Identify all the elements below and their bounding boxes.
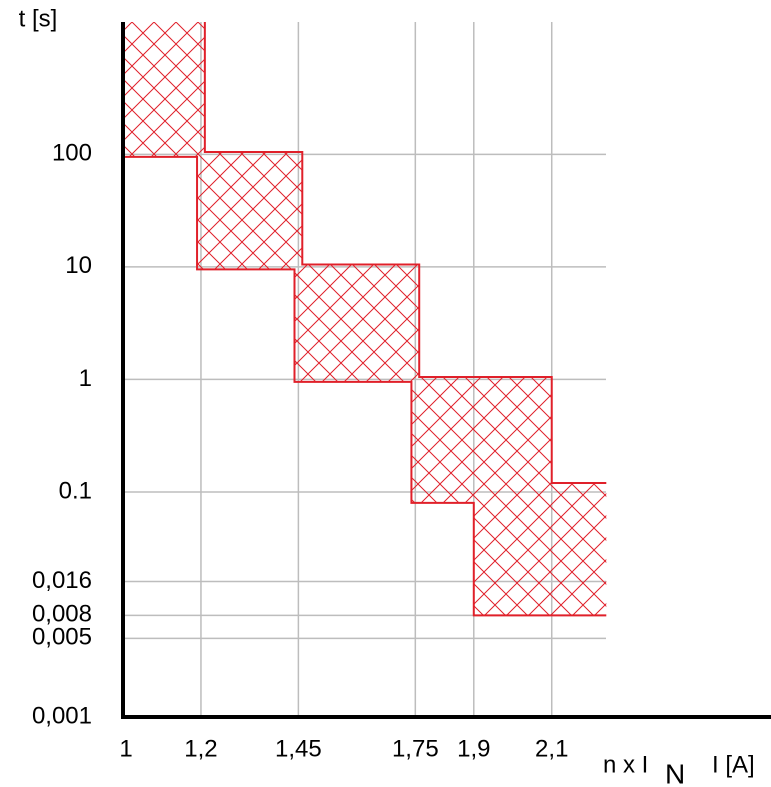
y-tick-label: 10 bbox=[65, 252, 92, 279]
y-tick-label: 100 bbox=[52, 140, 92, 167]
y-tick-label: 0,008 bbox=[32, 601, 92, 628]
y-axis-label: t [s] bbox=[19, 5, 58, 32]
y-tick-label: 0.1 bbox=[59, 477, 92, 504]
lower-limit bbox=[123, 155, 607, 617]
y-tick-label: 1 bbox=[79, 365, 92, 392]
x-tick-label: 1,75 bbox=[392, 735, 439, 762]
upper-limit bbox=[203, 22, 607, 485]
x-tick-label: 2,1 bbox=[535, 735, 568, 762]
x-tick-label: 1,9 bbox=[457, 735, 490, 762]
x-axis-label: n x I bbox=[603, 751, 648, 778]
y-tick-label: 0,001 bbox=[32, 702, 92, 729]
x-axis-label-sub: N bbox=[665, 758, 685, 787]
x-tick-label: 1 bbox=[119, 735, 132, 762]
y-tick-label: 0,005 bbox=[32, 624, 92, 651]
x-axis-unit: I [A] bbox=[712, 751, 755, 778]
y-tick-label: 0,016 bbox=[32, 567, 92, 594]
band bbox=[123, 22, 607, 617]
band-fill bbox=[123, 22, 607, 616]
x-tick-label: 1,45 bbox=[275, 735, 322, 762]
x-tick-label: 1,2 bbox=[184, 735, 217, 762]
